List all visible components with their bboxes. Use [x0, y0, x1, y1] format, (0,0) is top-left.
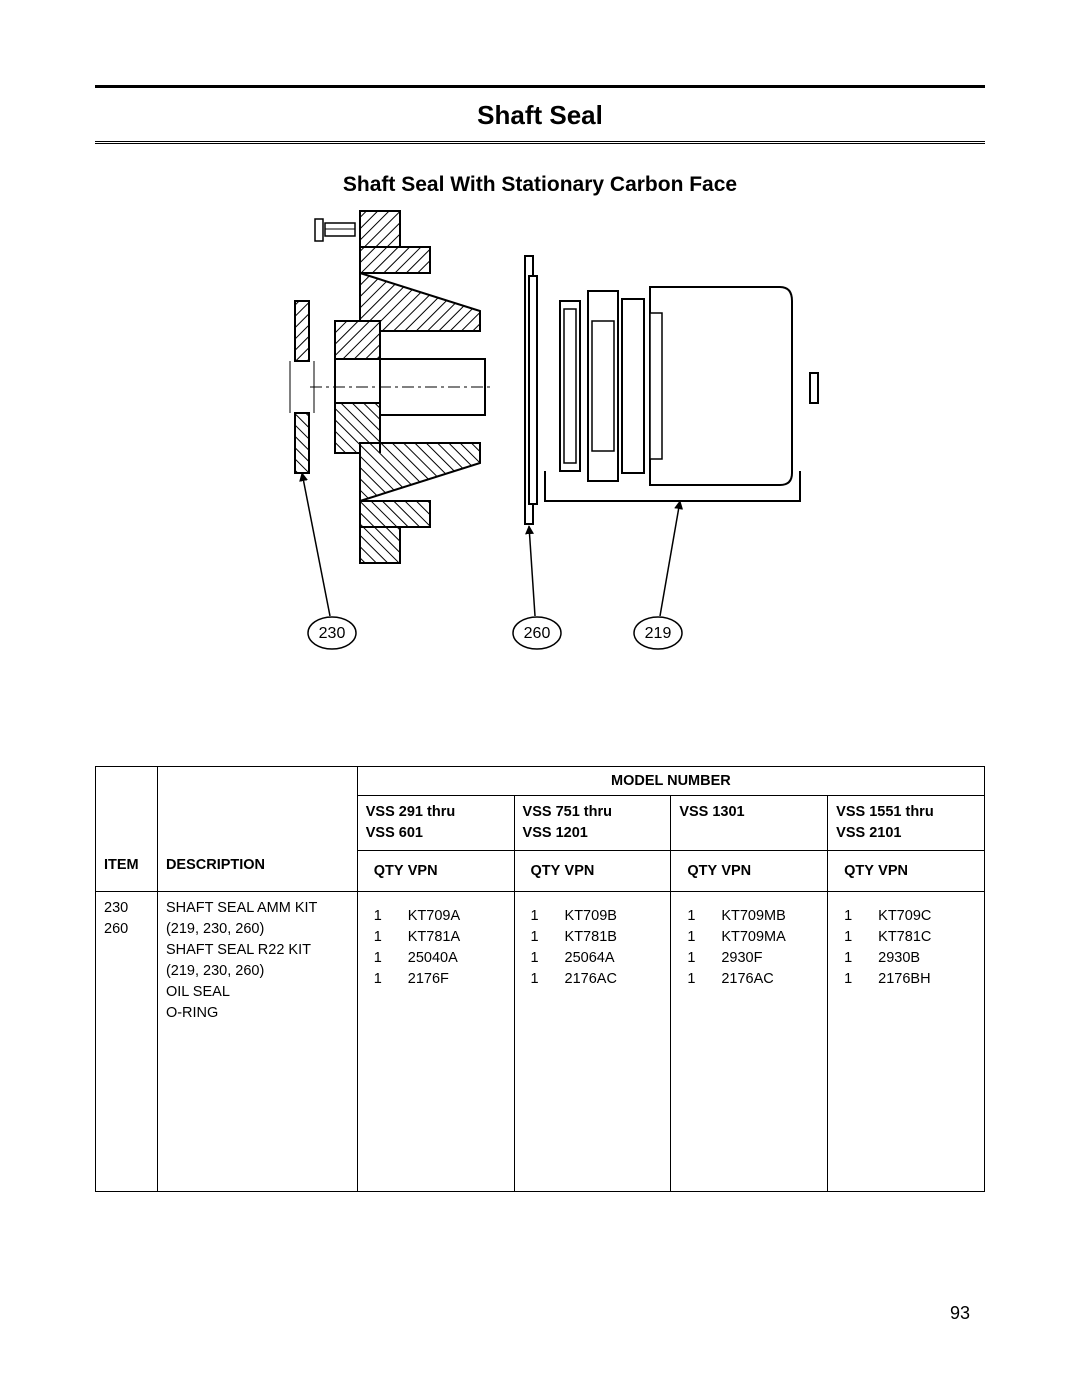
leader-219	[660, 501, 680, 616]
callout-260: 260	[513, 617, 561, 649]
callout-219: 219	[634, 617, 682, 649]
model-3: VSS 1551 thru VSS 2101	[828, 796, 985, 851]
data-col-3: 1 1 1 1 KT709C KT781C 2930B 2176BH	[828, 892, 985, 1192]
page-title: Shaft Seal	[95, 100, 985, 131]
shaft-seal-svg: 230 260 219	[240, 201, 840, 671]
qtyvpn-0: QTY VPN	[357, 851, 514, 892]
parts-table-container: MODEL NUMBER VSS 291 thru VSS 601 VSS 75…	[95, 766, 985, 1192]
blank-2b	[157, 796, 357, 851]
desc-column: SHAFT SEAL AMM KIT (219, 230, 260) SHAFT…	[157, 892, 357, 1192]
page-number: 93	[950, 1303, 970, 1324]
callout-219-text: 219	[645, 625, 672, 642]
blank-head-desc	[157, 767, 357, 796]
housing-section	[310, 211, 490, 563]
callout-260-text: 260	[524, 625, 551, 642]
rule-top	[95, 85, 985, 88]
blank-head-item	[96, 767, 158, 796]
model-number-header: MODEL NUMBER	[357, 767, 984, 796]
data-col-2: 1 1 1 1 KT709MB KT709MA 2930F 2176AC	[671, 892, 828, 1192]
callout-230: 230	[308, 617, 356, 649]
model-2: VSS 1301	[671, 796, 828, 851]
data-col-1: 1 1 1 1 KT709B KT781B 25064A 2176AC	[514, 892, 671, 1192]
gasket-plate-part	[525, 256, 537, 524]
callout-230-text: 230	[319, 625, 346, 642]
model-0: VSS 291 thru VSS 601	[357, 796, 514, 851]
seal-cartridge-part	[545, 287, 818, 501]
exploded-diagram: 230 260 219	[240, 201, 840, 676]
qtyvpn-1: QTY VPN	[514, 851, 671, 892]
desc-header: DESCRIPTION	[157, 851, 357, 892]
leader-230	[302, 473, 330, 616]
model-1: VSS 751 thru VSS 1201	[514, 796, 671, 851]
bolt-part	[315, 219, 355, 241]
qtyvpn-3: QTY VPN	[828, 851, 985, 892]
parts-table: MODEL NUMBER VSS 291 thru VSS 601 VSS 75…	[95, 766, 985, 1192]
leader-260	[529, 526, 535, 616]
qtyvpn-2: QTY VPN	[671, 851, 828, 892]
page-container: Shaft Seal Shaft Seal With Stationary Ca…	[95, 85, 985, 1192]
blank-2a	[96, 796, 158, 851]
item-column: 230 260	[96, 892, 158, 1192]
rule-double	[95, 141, 985, 145]
item-header: ITEM	[96, 851, 158, 892]
data-col-0: 1 1 1 1 KT709A KT781A 25040A 2176F	[357, 892, 514, 1192]
page-subtitle: Shaft Seal With Stationary Carbon Face	[95, 173, 985, 197]
